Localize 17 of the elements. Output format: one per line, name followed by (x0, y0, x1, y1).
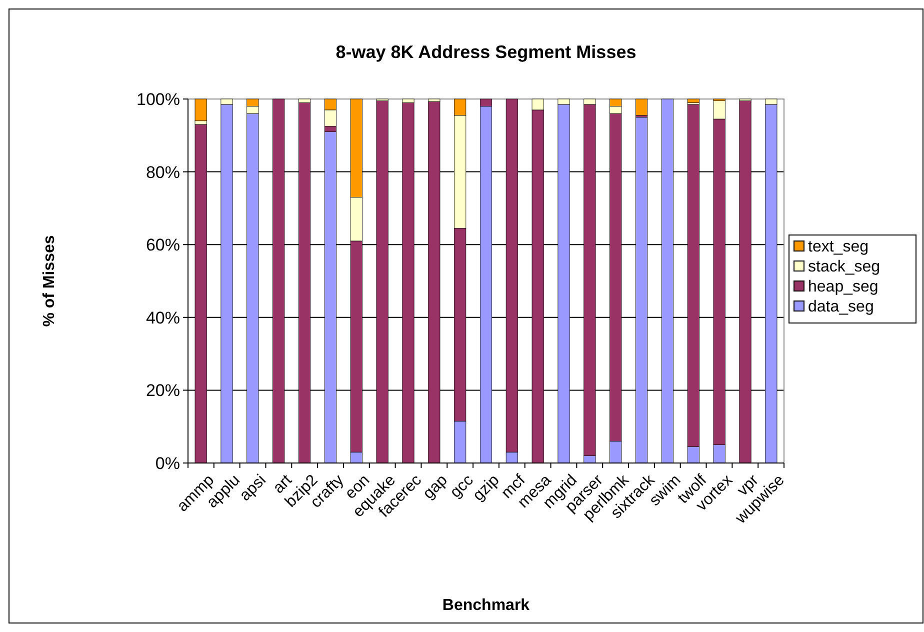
legend-label: text_seg (808, 238, 868, 256)
legend-label: heap_seg (808, 278, 878, 296)
chart-title: 8-way 8K Address Segment Misses (336, 42, 636, 62)
bar (194, 98, 207, 122)
y-axis-title: % of Misses (41, 235, 58, 327)
x-axis-title: Benchmark (442, 597, 530, 614)
y-tick-label: 40% (146, 308, 180, 328)
legend-label: stack_seg (808, 258, 880, 276)
y-tick-label: 0% (155, 454, 180, 473)
x-tick-label: gap (420, 472, 451, 503)
y-tick-label: 100% (136, 90, 180, 109)
y-tick-label: 20% (146, 381, 180, 400)
legend-label: data_seg (808, 298, 874, 316)
y-tick-label: 80% (146, 162, 180, 182)
bar (636, 98, 648, 116)
y-tick-label: 60% (146, 236, 180, 255)
bar (687, 98, 700, 103)
